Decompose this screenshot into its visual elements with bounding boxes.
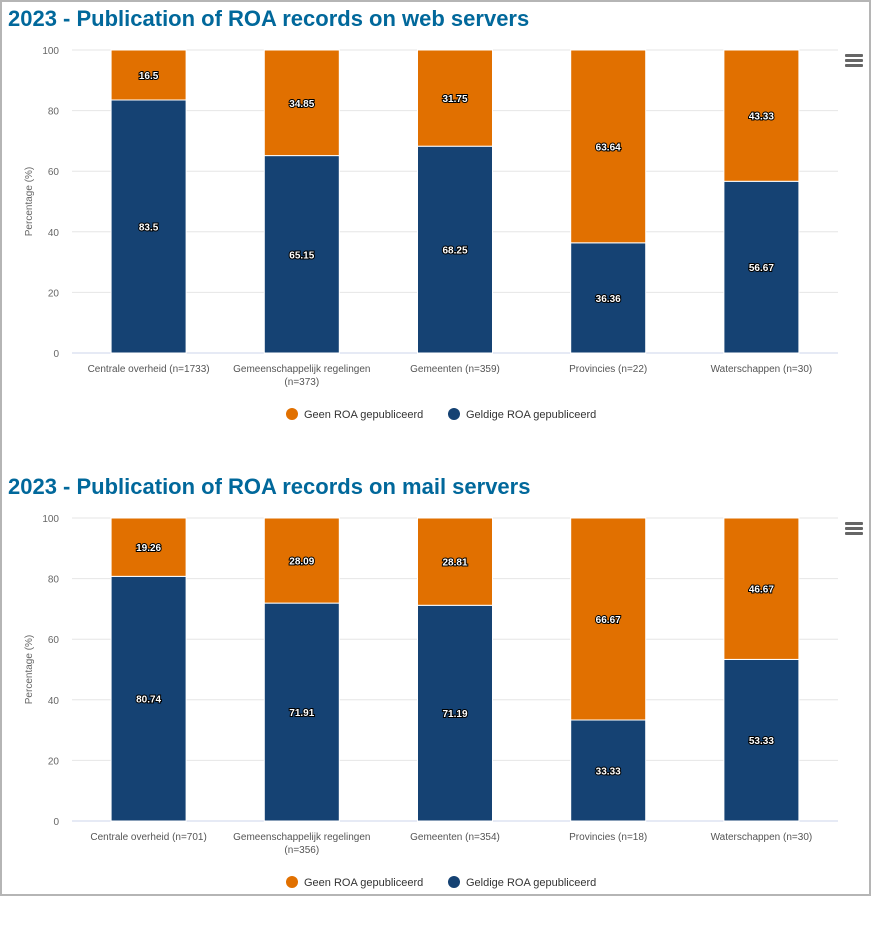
y-tick-label: 60 (48, 635, 60, 646)
hamburger-menu-icon[interactable] (845, 54, 863, 68)
y-tick-label: 60 (48, 167, 60, 178)
x-tick-label: Centrale overheid (n=1733) (88, 364, 210, 375)
data-label: 31.75 (442, 94, 467, 105)
chart-svg: 0 20 40 60 80 100 Percentage (%) 83.5 16.5 Centra… (24, 46, 838, 421)
bar-segment (110, 575, 187, 822)
y-tick-label: 0 (53, 817, 59, 828)
legend-item: Geen ROA gepubliceerd (304, 409, 423, 421)
bar-segment (570, 517, 647, 721)
bar-segment (110, 517, 187, 577)
data-label: 28.81 (442, 558, 467, 569)
chart-title: 2023 - Publication of ROA records on mai… (8, 474, 531, 499)
bar-segment (570, 242, 647, 354)
bar-segment (723, 517, 800, 660)
y-tick-label: 40 (48, 228, 60, 239)
y-tick-label: 20 (48, 288, 60, 299)
x-tick-label: Gemeenschappelijk regelingen (233, 364, 370, 375)
x-tick-label: Gemeenten (n=354) (410, 832, 500, 843)
legend-item: Geldige ROA gepubliceerd (466, 409, 596, 421)
bar-segment (263, 49, 340, 157)
chart-mail-servers: 0 20 40 60 80 100 Percentage (%) 80.74 19.26 Cent… (2, 470, 869, 938)
y-tick-label: 80 (48, 575, 60, 586)
x-tick-label: Waterschappen (n=30) (711, 364, 813, 375)
data-label: 36.36 (596, 294, 621, 305)
x-tick-label: Provincies (n=22) (569, 364, 647, 375)
data-label: 19.26 (136, 543, 161, 554)
data-label: 63.64 (596, 142, 621, 153)
legend-marker (286, 876, 298, 888)
legend-marker (448, 408, 460, 420)
legend-item: Geldige ROA gepubliceerd (466, 877, 596, 889)
data-label: 80.74 (136, 695, 161, 706)
data-label: 83.5 (139, 222, 159, 233)
data-label: 71.19 (442, 709, 467, 720)
data-label: 34.85 (289, 99, 314, 110)
data-label: 71.91 (289, 708, 314, 719)
y-tick-label: 0 (53, 349, 59, 360)
bar-segment (110, 49, 187, 101)
chart-title: 2023 - Publication of ROA records on web… (8, 6, 530, 31)
bar-segment (570, 49, 647, 244)
x-tick-label: Gemeenschappelijk regelingen (233, 832, 370, 843)
data-label: 46.67 (749, 585, 774, 596)
data-label: 53.33 (749, 736, 774, 747)
x-tick-label: (n=373) (284, 377, 319, 388)
bar-segment (723, 49, 800, 182)
x-tick-label: Centrale overheid (n=701) (90, 832, 206, 843)
y-tick-label: 20 (48, 756, 60, 767)
bar-segment (263, 517, 340, 604)
x-tick-label: Gemeenten (n=359) (410, 364, 500, 375)
bar-segment (417, 49, 493, 147)
y-tick-label: 40 (48, 696, 60, 707)
x-tick-label: (n=356) (284, 845, 319, 856)
bar-segment (110, 99, 187, 354)
data-label: 43.33 (749, 112, 774, 123)
bar-segment (570, 719, 647, 822)
y-axis-label: Percentage (%) (24, 635, 35, 704)
x-tick-label: Provincies (n=18) (569, 832, 647, 843)
data-label: 28.09 (289, 557, 314, 568)
y-axis-label: Percentage (%) (24, 167, 35, 236)
x-tick-label: Waterschappen (n=30) (711, 832, 813, 843)
y-tick-label: 100 (42, 514, 59, 525)
chart-web-servers: 0 20 40 60 80 100 Percentage (%) 83.5 16.5 Centra… (2, 2, 869, 470)
bar-segment (263, 155, 340, 354)
bar-segment (417, 145, 493, 354)
y-tick-label: 100 (42, 46, 59, 57)
bar-segment (723, 658, 800, 822)
bar-segment (263, 602, 340, 822)
legend-marker (286, 408, 298, 420)
legend-item: Geen ROA gepubliceerd (304, 877, 423, 889)
data-label: 56.67 (749, 263, 774, 274)
data-label: 65.15 (289, 250, 314, 261)
bar-segment (723, 180, 800, 354)
bar-segment (417, 604, 493, 822)
y-tick-label: 80 (48, 107, 60, 118)
chart-svg: 0 20 40 60 80 100 Percentage (%) 80.74 19.26 Cent… (24, 514, 838, 889)
data-label: 66.67 (596, 615, 621, 626)
legend-marker (448, 876, 460, 888)
hamburger-menu-icon[interactable] (845, 522, 863, 536)
data-label: 68.25 (442, 246, 467, 257)
data-label: 33.33 (596, 767, 621, 778)
data-label: 16.5 (139, 71, 159, 82)
page-frame: 0 20 40 60 80 100 Percentage (%) 83.5 16.5 Centra… (0, 0, 871, 896)
bar-segment (417, 517, 493, 606)
